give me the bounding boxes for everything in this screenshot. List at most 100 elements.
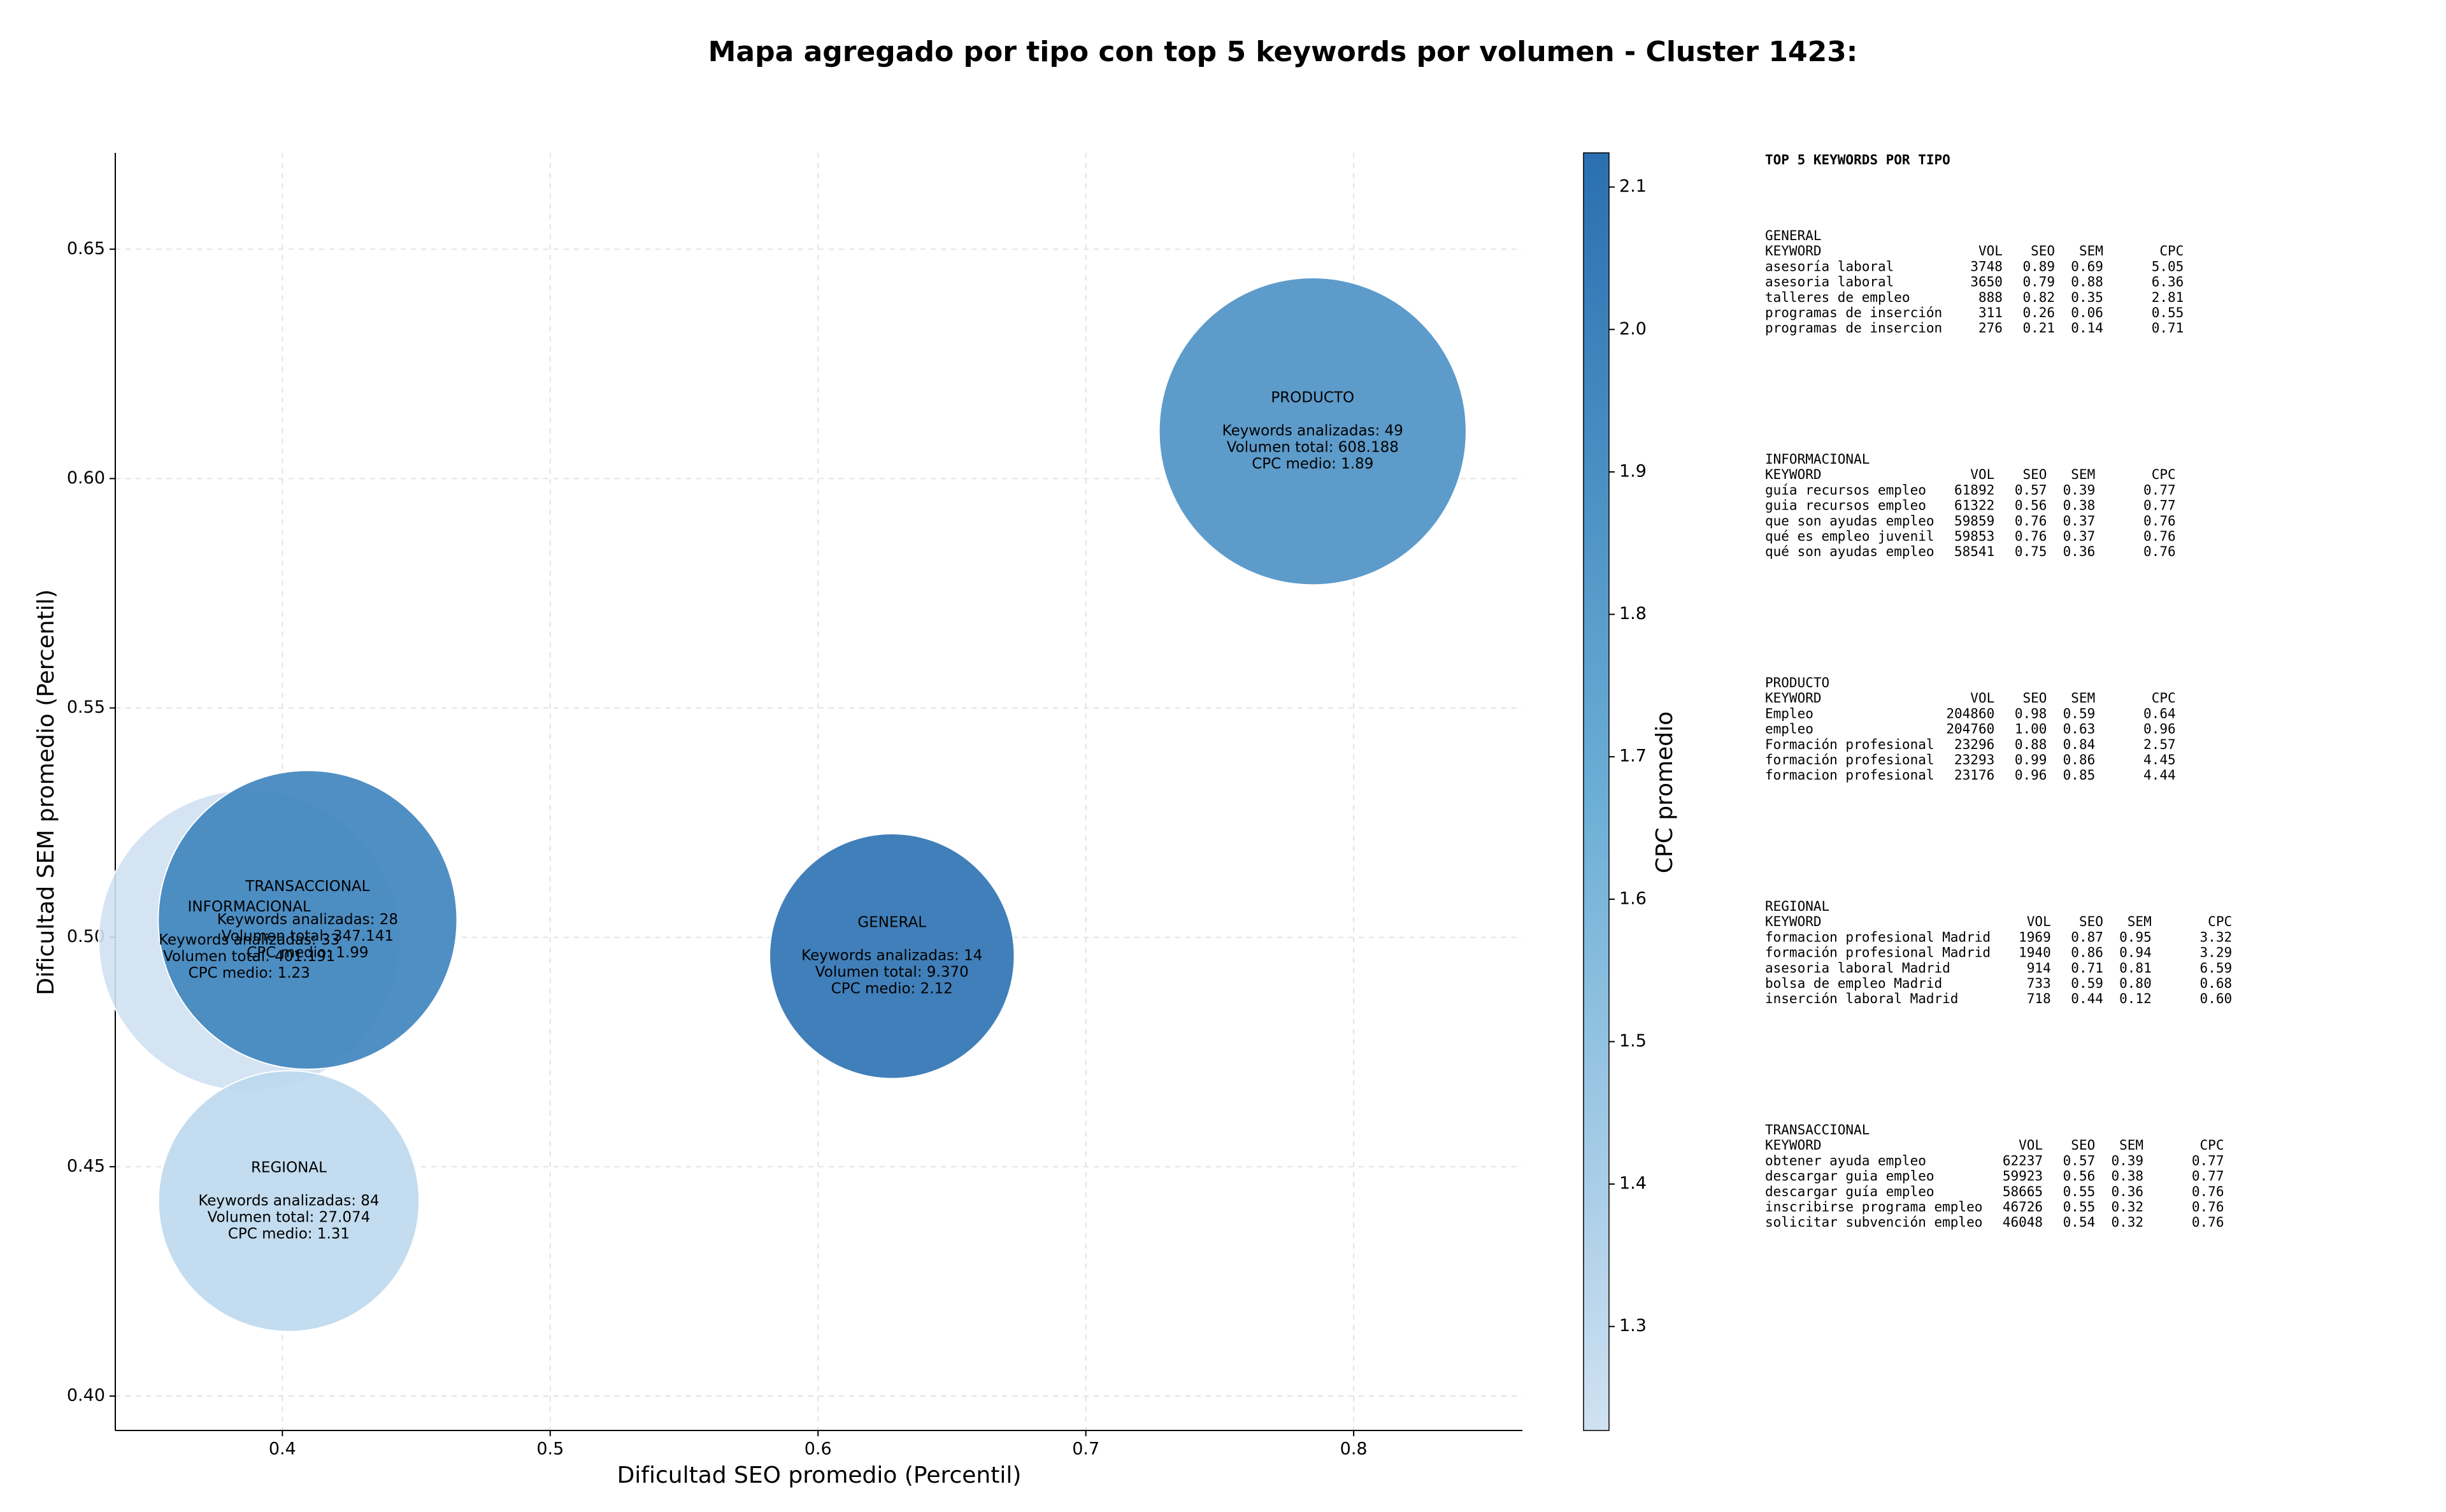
table-cell: 888 bbox=[1978, 290, 2003, 305]
table-cell: 1969 bbox=[2019, 929, 2051, 945]
colorbar-tick-label: 1.4 bbox=[1619, 1174, 1647, 1194]
table-header: CPC bbox=[2159, 243, 2184, 259]
table-header: VOL bbox=[1970, 467, 1994, 482]
table-cell: 914 bbox=[2027, 960, 2051, 976]
bubble-label: INFORMACIONAL bbox=[188, 899, 311, 915]
table-cell: 59859 bbox=[1954, 513, 1994, 529]
table-cell: 0.79 bbox=[2022, 275, 2055, 290]
table-cell: 0.06 bbox=[2071, 305, 2103, 320]
bubble-label: TRANSACCIONAL bbox=[245, 878, 369, 895]
table-cell: 276 bbox=[1978, 320, 2003, 336]
table-cell: 0.76 bbox=[2192, 1199, 2224, 1215]
colorbar-tick-label: 1.9 bbox=[1619, 461, 1647, 481]
bubble-annotation: Keywords analizadas: 28 bbox=[217, 911, 398, 928]
bubble bbox=[157, 769, 458, 1070]
group-name: REGIONAL bbox=[1765, 899, 1829, 914]
table-cell: 0.76 bbox=[2015, 529, 2047, 544]
table-header: VOL bbox=[2019, 1138, 2043, 1153]
table-cell: 58665 bbox=[2003, 1184, 2043, 1199]
table-cell: 718 bbox=[2027, 991, 2051, 1006]
table-cell: 6.36 bbox=[2152, 275, 2184, 290]
table-cell: 0.32 bbox=[2112, 1215, 2144, 1230]
table-cell: formacion profesional Madrid bbox=[1765, 929, 1991, 945]
table-cell: 46048 bbox=[2003, 1215, 2043, 1230]
table-cell: solicitar subvención empleo bbox=[1765, 1215, 1982, 1230]
table-cell: 0.54 bbox=[2063, 1215, 2096, 1230]
table-cell: 0.57 bbox=[2015, 482, 2047, 497]
table-cell: 0.80 bbox=[2119, 976, 2152, 991]
table-header: VOL bbox=[1978, 243, 2003, 259]
table-cell: 61892 bbox=[1954, 482, 1994, 497]
table-cell: 0.38 bbox=[2063, 498, 2096, 513]
table-cell: 5.05 bbox=[2152, 259, 2184, 274]
table-cell: 0.76 bbox=[2143, 529, 2176, 544]
x-tick-label: 0.5 bbox=[536, 1439, 564, 1459]
bubble-label: PRODUCTO bbox=[1271, 390, 1354, 406]
table-cell: 0.39 bbox=[2112, 1153, 2144, 1168]
chart-title: Mapa agregado por tipo con top 5 keyword… bbox=[708, 36, 1858, 68]
table-cell: 0.36 bbox=[2063, 544, 2096, 559]
bubble-annotation: Keywords analizadas: 14 bbox=[801, 948, 982, 964]
bubble-annotation: Keywords analizadas: 84 bbox=[198, 1192, 379, 1209]
bubble-annotation: Volumen total: 9.370 bbox=[815, 964, 969, 981]
table-header: SEO bbox=[2031, 243, 2055, 259]
table-header: SEO bbox=[2022, 690, 2047, 706]
bubble-label: GENERAL bbox=[857, 915, 926, 931]
colorbar-tick-label: 1.5 bbox=[1619, 1031, 1647, 1051]
table-cell: Formación profesional bbox=[1765, 737, 1935, 752]
colorbar-label: CPC promedio bbox=[1652, 711, 1678, 873]
table-header: SEO bbox=[2079, 914, 2103, 929]
table-cell: talleres de empleo bbox=[1765, 290, 1910, 305]
x-tick-label: 0.4 bbox=[269, 1439, 296, 1459]
table-cell: 0.77 bbox=[2143, 482, 2176, 497]
y-tick-label: 0.65 bbox=[67, 239, 105, 259]
table-cell: 0.81 bbox=[2119, 960, 2152, 976]
panel-title: TOP 5 KEYWORDS POR TIPO bbox=[1765, 152, 1950, 168]
colorbar-tick-label: 1.7 bbox=[1619, 746, 1647, 766]
table-cell: 204760 bbox=[1946, 722, 1994, 737]
table-cell: 0.77 bbox=[2192, 1153, 2224, 1168]
table-cell: formacion profesional bbox=[1765, 767, 1935, 783]
table-cell: 6.59 bbox=[2200, 960, 2233, 976]
table-cell: 311 bbox=[1978, 305, 2003, 320]
table-cell: asesoria laboral bbox=[1765, 275, 1894, 290]
table-header: KEYWORD bbox=[1765, 243, 1822, 259]
table-header: SEM bbox=[2071, 467, 2095, 482]
table-cell: 3748 bbox=[1970, 259, 2003, 274]
table-cell: obtener ayuda empleo bbox=[1765, 1153, 1926, 1168]
table-cell: 0.85 bbox=[2063, 767, 2096, 783]
table-cell: 0.12 bbox=[2119, 991, 2152, 1006]
table-cell: 4.45 bbox=[2143, 752, 2176, 767]
table-cell: 4.44 bbox=[2143, 767, 2176, 783]
table-cell: 0.89 bbox=[2022, 259, 2055, 274]
table-cell: 0.59 bbox=[2071, 976, 2103, 991]
table-cell: 0.56 bbox=[2015, 498, 2047, 513]
table-header: SEM bbox=[2079, 243, 2103, 259]
table-cell: 0.55 bbox=[2063, 1184, 2096, 1199]
table-cell: Empleo bbox=[1765, 706, 1813, 721]
table-header: KEYWORD bbox=[1765, 1138, 1822, 1153]
x-axis-label: Dificultad SEO promedio (Percentil) bbox=[617, 1462, 1022, 1488]
table-cell: formación profesional bbox=[1765, 752, 1935, 767]
table-cell: 0.32 bbox=[2112, 1199, 2144, 1215]
bubble-annotation: CPC medio: 2.12 bbox=[831, 981, 953, 997]
table-cell: asesoria laboral Madrid bbox=[1765, 960, 1950, 976]
table-cell: qué es empleo juvenil bbox=[1765, 529, 1935, 544]
table-cell: 1.00 bbox=[2015, 722, 2047, 737]
group-name: INFORMACIONAL bbox=[1765, 452, 1870, 467]
table-cell: 733 bbox=[2027, 976, 2051, 991]
table-cell: 0.99 bbox=[2015, 752, 2047, 767]
table-header: SEO bbox=[2071, 1138, 2095, 1153]
table-cell: 0.63 bbox=[2063, 722, 2096, 737]
table-header: SEM bbox=[2071, 690, 2095, 706]
table-cell: 0.64 bbox=[2143, 706, 2176, 721]
table-cell: 0.76 bbox=[2192, 1184, 2224, 1199]
table-cell: 0.59 bbox=[2063, 706, 2096, 721]
table-cell: 23293 bbox=[1954, 752, 1994, 767]
table-cell: asesoría laboral bbox=[1765, 259, 1894, 274]
table-cell: 3.29 bbox=[2200, 945, 2233, 960]
table-cell: empleo bbox=[1765, 722, 1813, 737]
table-cell: 0.21 bbox=[2022, 320, 2055, 336]
table-cell: inscribirse programa empleo bbox=[1765, 1199, 1982, 1215]
